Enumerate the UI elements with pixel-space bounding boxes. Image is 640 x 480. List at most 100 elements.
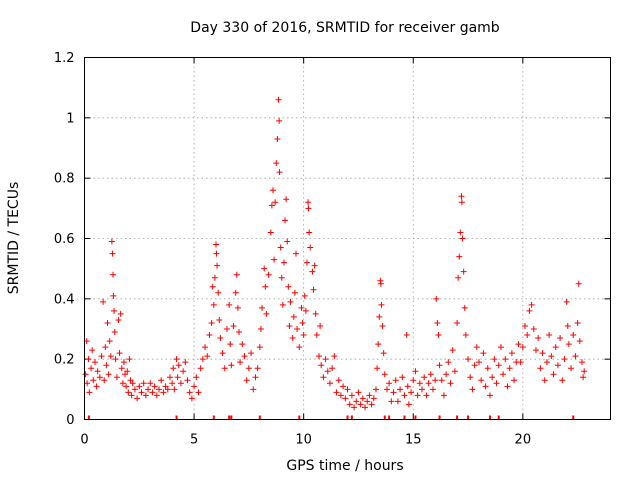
data-point xyxy=(403,332,410,339)
x-tick-label: 15 xyxy=(405,433,422,448)
axis-marker xyxy=(414,415,417,420)
data-point xyxy=(435,332,442,339)
data-point xyxy=(554,362,561,369)
data-point xyxy=(82,371,89,378)
data-point xyxy=(541,377,548,384)
x-tick-labels: 0 5 10 15 20 xyxy=(80,433,531,448)
data-point xyxy=(262,283,269,290)
data-point xyxy=(153,392,160,399)
data-point xyxy=(140,380,147,387)
data-point xyxy=(160,389,167,396)
data-point xyxy=(351,404,358,411)
data-point xyxy=(377,280,384,287)
y-tick-label: 1 xyxy=(66,111,74,126)
data-point xyxy=(357,401,364,408)
data-point xyxy=(237,359,244,366)
data-point xyxy=(458,193,465,200)
data-point xyxy=(257,326,264,332)
y-tick-label: 0.6 xyxy=(54,232,75,247)
data-point xyxy=(491,356,498,363)
data-point xyxy=(467,374,474,381)
data-point xyxy=(118,365,125,372)
data-point xyxy=(299,319,306,326)
data-point xyxy=(480,350,487,357)
data-point xyxy=(92,359,99,366)
data-point xyxy=(278,274,285,281)
data-point xyxy=(436,362,443,369)
data-point xyxy=(311,262,318,269)
data-point xyxy=(348,392,355,399)
data-point xyxy=(447,380,454,387)
y-axis-title: SRMTID / TECUs xyxy=(6,182,22,295)
axis-marker xyxy=(258,415,261,420)
data-point xyxy=(301,292,308,299)
x-tick-label: 0 xyxy=(80,433,88,448)
data-point xyxy=(98,353,105,360)
axis-marker xyxy=(456,415,459,420)
data-point xyxy=(116,350,123,357)
data-point xyxy=(290,313,297,320)
data-point xyxy=(120,359,127,366)
data-point xyxy=(90,377,97,384)
axis-marker xyxy=(228,415,231,420)
data-point xyxy=(375,341,382,348)
axis-marker xyxy=(212,415,215,420)
data-point xyxy=(300,332,307,339)
data-point xyxy=(379,322,386,329)
data-point xyxy=(111,307,118,314)
data-point xyxy=(381,371,388,378)
data-point xyxy=(543,359,550,366)
data-point xyxy=(177,380,184,387)
data-point xyxy=(232,289,239,296)
data-point xyxy=(227,341,234,348)
data-point xyxy=(397,386,404,393)
data-point xyxy=(104,319,111,326)
data-point xyxy=(182,359,189,366)
data-point xyxy=(106,338,113,345)
data-point xyxy=(390,389,397,396)
data-point xyxy=(427,371,434,378)
data-point xyxy=(416,380,423,387)
data-point xyxy=(318,362,325,369)
data-point xyxy=(145,386,152,393)
data-point xyxy=(561,356,568,363)
data-point xyxy=(399,374,406,381)
data-point xyxy=(127,377,134,384)
data-point xyxy=(250,386,257,393)
data-point xyxy=(504,383,511,390)
data-point xyxy=(256,344,263,351)
data-point xyxy=(394,398,401,405)
data-point xyxy=(175,362,182,369)
data-point xyxy=(124,368,131,375)
data-point xyxy=(539,350,546,357)
data-point xyxy=(506,365,513,372)
data-point xyxy=(320,374,327,381)
data-point xyxy=(563,298,570,305)
data-point xyxy=(530,326,537,332)
data-point xyxy=(128,392,135,399)
data-point xyxy=(305,199,312,206)
data-point xyxy=(117,310,124,317)
data-point xyxy=(337,392,344,399)
data-point xyxy=(370,395,377,402)
data-point xyxy=(216,316,223,323)
chart-title: Day 330 of 2016, SRMTID for receiver gam… xyxy=(190,20,500,36)
data-point xyxy=(374,365,381,372)
data-point xyxy=(129,380,136,387)
data-point xyxy=(283,196,290,203)
data-point xyxy=(383,386,390,393)
data-point xyxy=(280,259,287,266)
data-point xyxy=(331,353,338,360)
data-point xyxy=(537,365,544,372)
y-tick-label: 0.2 xyxy=(54,353,75,368)
data-point xyxy=(123,383,130,390)
data-point xyxy=(287,298,294,305)
data-point xyxy=(568,365,575,372)
data-point xyxy=(184,377,191,384)
data-point xyxy=(169,380,176,387)
data-point xyxy=(273,160,280,167)
axis-markers xyxy=(87,415,575,420)
data-points xyxy=(82,96,588,411)
data-point xyxy=(211,274,218,281)
data-point xyxy=(134,395,141,402)
